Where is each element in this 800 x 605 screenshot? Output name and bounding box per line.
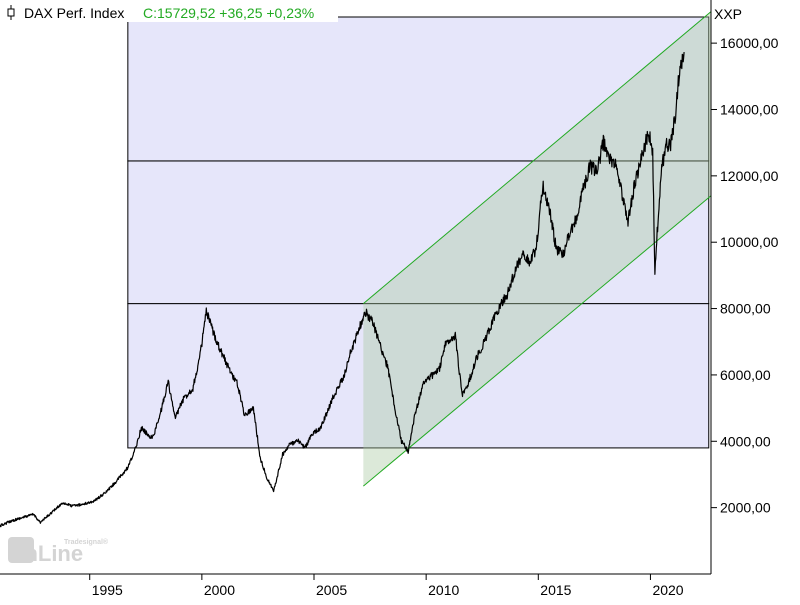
header-background [2, 3, 338, 22]
price-line [0, 52, 685, 528]
candle-icon [7, 5, 15, 20]
range-boxes [127, 16, 710, 449]
channel-upper-line [363, 11, 712, 304]
x-tick-label: 2020 [652, 582, 683, 598]
axes [0, 0, 712, 575]
y-tick-label: 4000,00 [720, 433, 771, 449]
x-tick-label: 2010 [428, 582, 459, 598]
watermark: onLine Tradesignal® [8, 537, 109, 566]
y-axis-unit-label: XXP [714, 6, 742, 22]
y-axis-ticks: 2000,00 4000,00 6000,00 8000,00 10000,00 1200… [711, 35, 779, 516]
trend-channel [363, 11, 712, 487]
x-tick-label: 2005 [316, 582, 347, 598]
x-tick-label: 2000 [204, 582, 235, 598]
channel-fill [363, 11, 711, 487]
instrument-title: DAX Perf. Index [24, 5, 124, 21]
y-tick-label: 6000,00 [720, 367, 771, 383]
price-line-group [0, 52, 685, 528]
quote-text: C:15729,52 +36,25 +0,23% [143, 5, 314, 21]
range-box [127, 16, 710, 162]
watermark-brand: Tradesignal® [64, 538, 109, 546]
x-tick-label: 1995 [92, 582, 123, 598]
y-tick-label: 12000,00 [720, 168, 779, 184]
channel-lower-line [363, 195, 712, 487]
x-axis-ticks: 1995 2000 2005 2010 2015 2020 [89, 574, 684, 598]
y-tick-label: 8000,00 [720, 301, 771, 317]
y-tick-label: 14000,00 [720, 101, 779, 117]
watermark-logo-box [8, 537, 34, 563]
range-box [127, 303, 710, 449]
y-tick-label: 16000,00 [720, 35, 779, 51]
y-tick-label: 2000,00 [720, 500, 771, 516]
range-box [127, 160, 710, 305]
x-tick-label: 2015 [540, 582, 571, 598]
chart-header: DAX Perf. Index C:15729,52 +36,25 +0,23% [2, 3, 338, 22]
y-tick-label: 10000,00 [720, 234, 779, 250]
watermark-text: onLine [11, 541, 83, 566]
